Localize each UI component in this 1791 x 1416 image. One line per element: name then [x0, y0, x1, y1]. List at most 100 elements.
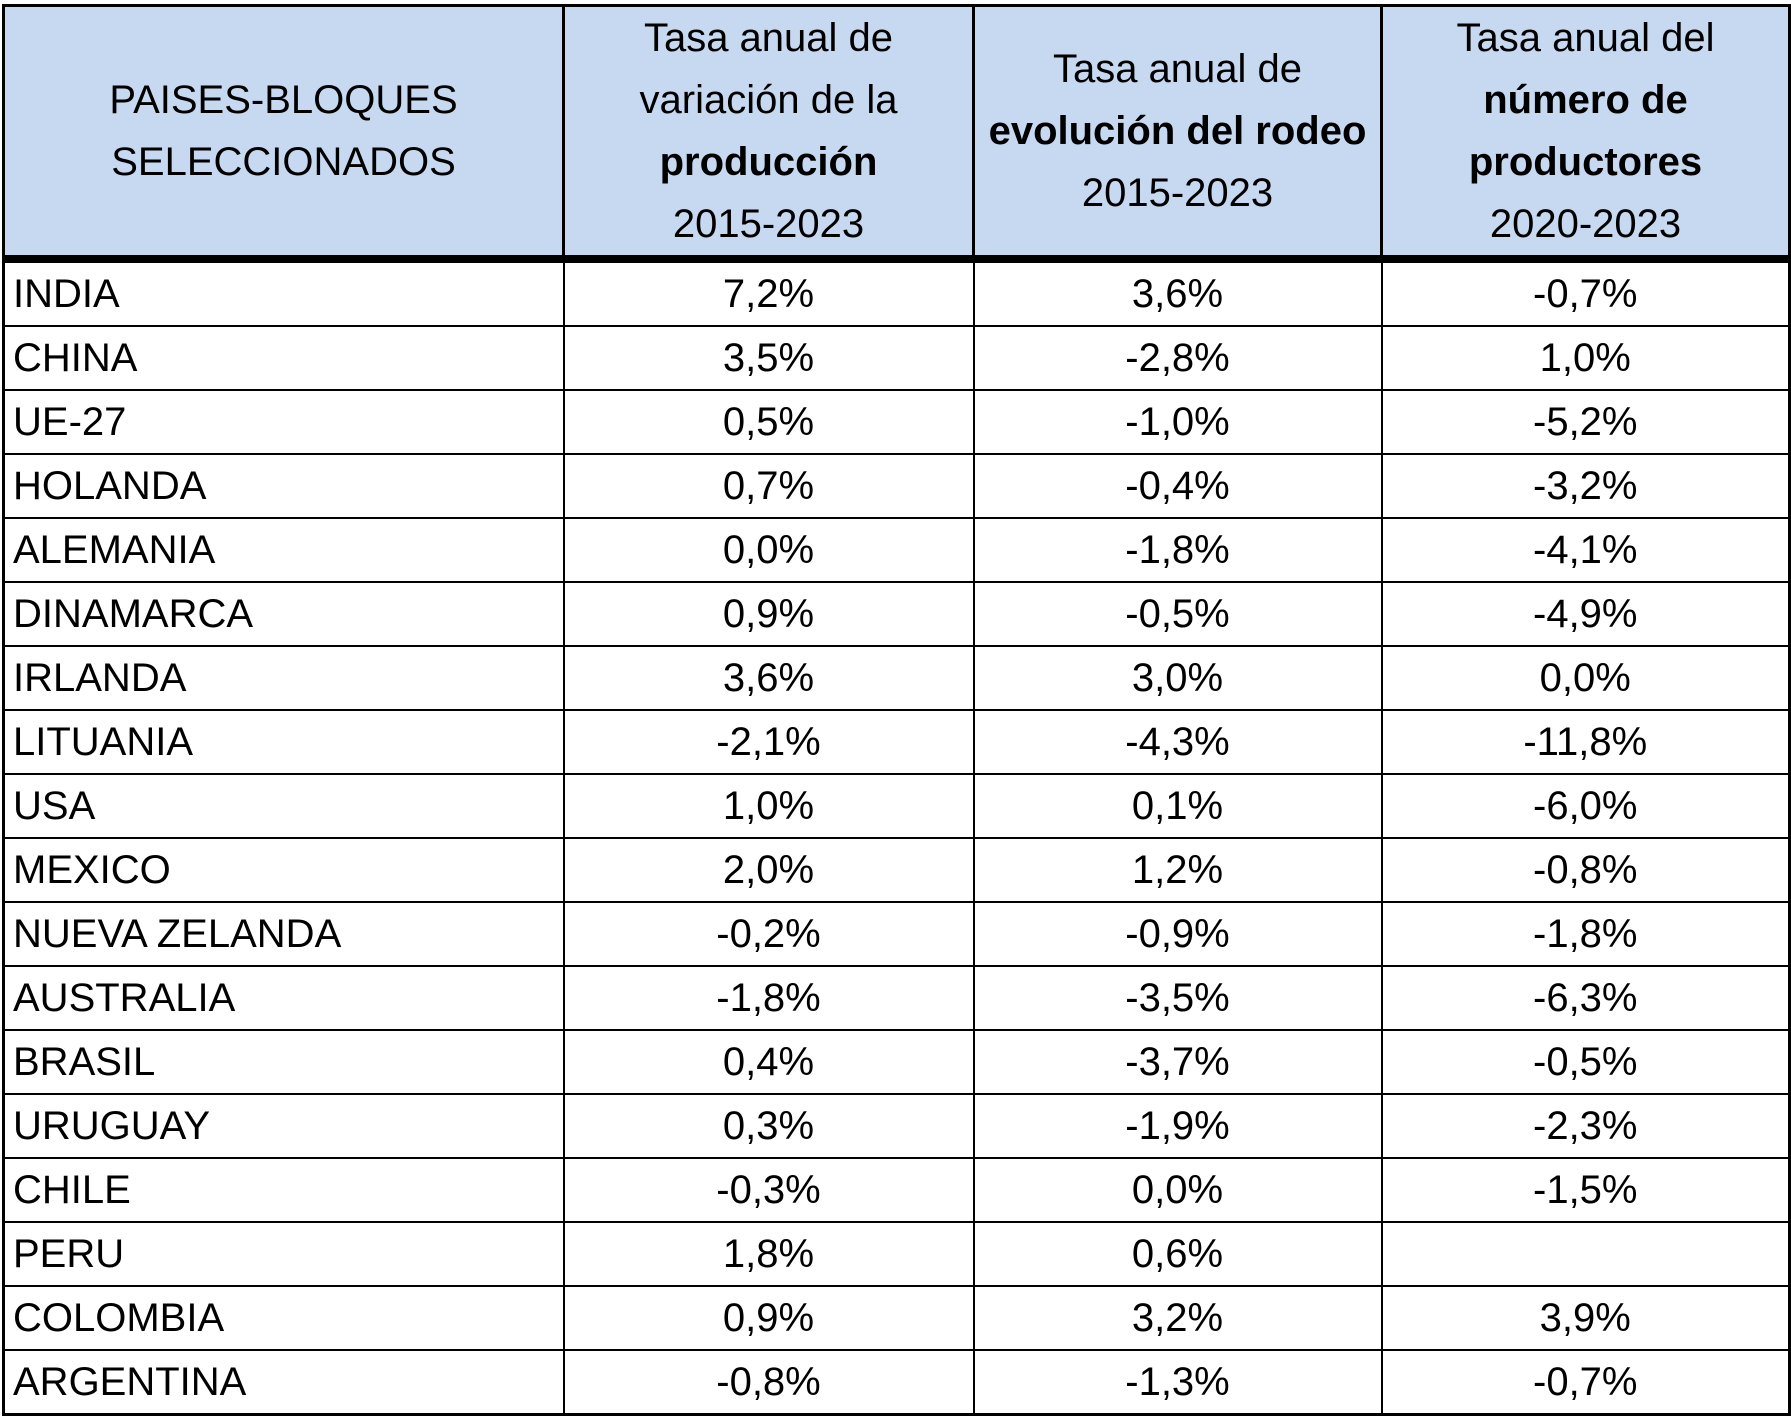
table-row: CHILE -0,3% 0,0% -1,5% [2, 1157, 1791, 1223]
rodeo-cell[interactable]: -3,5% [972, 965, 1383, 1031]
produccion-cell[interactable]: 0,9% [562, 1285, 975, 1351]
header-productores[interactable]: Tasa anual del número de productores 202… [1380, 4, 1791, 263]
country-cell[interactable]: PERU [2, 1221, 565, 1287]
table-row: DINAMARCA 0,9% -0,5% -4,9% [2, 581, 1791, 647]
rodeo-cell[interactable]: -4,3% [972, 709, 1383, 775]
productores-cell[interactable]: 0,0% [1380, 645, 1791, 711]
productores-cell[interactable]: -11,8% [1380, 709, 1791, 775]
produccion-cell[interactable]: 2,0% [562, 837, 975, 903]
table-row: AUSTRALIA -1,8% -3,5% -6,3% [2, 965, 1791, 1031]
table-header: PAISES-BLOQUES SELECCIONADOS Tasa anual … [2, 4, 1791, 263]
header-rodeo-line2: evolución del rodeo [988, 109, 1367, 153]
produccion-cell[interactable]: 0,5% [562, 389, 975, 455]
rodeo-cell[interactable]: 0,1% [972, 773, 1383, 839]
rodeo-cell[interactable]: 3,2% [972, 1285, 1383, 1351]
rodeo-cell[interactable]: -2,8% [972, 325, 1383, 391]
table-row: URUGUAY 0,3% -1,9% -2,3% [2, 1093, 1791, 1159]
productores-cell[interactable]: -4,1% [1380, 517, 1791, 583]
produccion-cell[interactable]: 1,8% [562, 1221, 975, 1287]
rodeo-cell[interactable]: -0,5% [972, 581, 1383, 647]
produccion-cell[interactable]: 7,2% [562, 258, 975, 327]
rodeo-cell[interactable]: -1,3% [972, 1349, 1383, 1416]
produccion-cell[interactable]: -0,3% [562, 1157, 975, 1223]
produccion-cell[interactable]: 0,9% [562, 581, 975, 647]
productores-cell[interactable]: -4,9% [1380, 581, 1791, 647]
country-cell[interactable]: IRLANDA [2, 645, 565, 711]
country-cell[interactable]: NUEVA ZELANDA [2, 901, 565, 967]
country-cell[interactable]: LITUANIA [2, 709, 565, 775]
produccion-cell[interactable]: -1,8% [562, 965, 975, 1031]
header-row: PAISES-BLOQUES SELECCIONADOS Tasa anual … [2, 4, 1791, 263]
table-row: MEXICO 2,0% 1,2% -0,8% [2, 837, 1791, 903]
country-cell[interactable]: COLOMBIA [2, 1285, 565, 1351]
productores-cell[interactable]: -5,2% [1380, 389, 1791, 455]
produccion-cell[interactable]: 0,7% [562, 453, 975, 519]
country-cell[interactable]: CHILE [2, 1157, 565, 1223]
produccion-cell[interactable]: 0,0% [562, 517, 975, 583]
productores-cell[interactable]: -0,8% [1380, 837, 1791, 903]
produccion-cell[interactable]: 0,3% [562, 1093, 975, 1159]
country-cell[interactable]: URUGUAY [2, 1093, 565, 1159]
produccion-cell[interactable]: -0,8% [562, 1349, 975, 1416]
rodeo-cell[interactable]: -1,0% [972, 389, 1383, 455]
productores-cell[interactable]: 3,9% [1380, 1285, 1791, 1351]
productores-cell[interactable]: -6,3% [1380, 965, 1791, 1031]
country-cell[interactable]: ALEMANIA [2, 517, 565, 583]
table-row: ALEMANIA 0,0% -1,8% -4,1% [2, 517, 1791, 583]
header-produccion[interactable]: Tasa anual de variación de la producción… [562, 4, 975, 263]
rodeo-cell[interactable]: -3,7% [972, 1029, 1383, 1095]
table-row: HOLANDA 0,7% -0,4% -3,2% [2, 453, 1791, 519]
produccion-cell[interactable]: -0,2% [562, 901, 975, 967]
productores-cell[interactable]: -0,5% [1380, 1029, 1791, 1095]
rodeo-cell[interactable]: 1,2% [972, 837, 1383, 903]
header-countries-line2: SELECCIONADOS [111, 140, 456, 184]
header-rodeo[interactable]: Tasa anual de evolución del rodeo 2015-2… [972, 4, 1383, 263]
productores-cell[interactable]: -2,3% [1380, 1093, 1791, 1159]
table-row: CHINA 3,5% -2,8% 1,0% [2, 325, 1791, 391]
rodeo-cell[interactable]: 3,6% [972, 258, 1383, 327]
produccion-cell[interactable]: 3,5% [562, 325, 975, 391]
rodeo-cell[interactable]: 0,0% [972, 1157, 1383, 1223]
country-cell[interactable]: USA [2, 773, 565, 839]
country-cell[interactable]: ARGENTINA [2, 1349, 565, 1416]
rodeo-cell[interactable]: -1,8% [972, 517, 1383, 583]
produccion-cell[interactable]: -2,1% [562, 709, 975, 775]
table-row: BRASIL 0,4% -3,7% -0,5% [2, 1029, 1791, 1095]
data-table: PAISES-BLOQUES SELECCIONADOS Tasa anual … [2, 4, 1791, 1416]
productores-cell[interactable]: -6,0% [1380, 773, 1791, 839]
header-rodeo-line3: 2015-2023 [1081, 171, 1274, 215]
header-produccion-line4: 2015-2023 [672, 202, 865, 246]
country-cell[interactable]: AUSTRALIA [2, 965, 565, 1031]
header-countries[interactable]: PAISES-BLOQUES SELECCIONADOS [2, 4, 565, 263]
country-cell[interactable]: HOLANDA [2, 453, 565, 519]
rodeo-cell[interactable]: -1,9% [972, 1093, 1383, 1159]
productores-cell[interactable]: -3,2% [1380, 453, 1791, 519]
header-productores-line3: productores [1468, 140, 1703, 184]
country-cell[interactable]: DINAMARCA [2, 581, 565, 647]
produccion-cell[interactable]: 1,0% [562, 773, 975, 839]
rodeo-cell[interactable]: -0,9% [972, 901, 1383, 967]
country-cell[interactable]: UE-27 [2, 389, 565, 455]
country-cell[interactable]: BRASIL [2, 1029, 565, 1095]
table-body: INDIA 7,2% 3,6% -0,7% CHINA 3,5% -2,8% 1,0% UE-2… [2, 258, 1791, 1416]
table-row: UE-27 0,5% -1,0% -5,2% [2, 389, 1791, 455]
country-cell[interactable]: INDIA [2, 258, 565, 327]
productores-cell[interactable]: -1,8% [1380, 901, 1791, 967]
table-row: PERU 1,8% 0,6% [2, 1221, 1791, 1287]
table-row: COLOMBIA 0,9% 3,2% 3,9% [2, 1285, 1791, 1351]
productores-cell[interactable]: -0,7% [1380, 258, 1791, 327]
rodeo-cell[interactable]: 3,0% [972, 645, 1383, 711]
rodeo-cell[interactable]: 0,6% [972, 1221, 1383, 1287]
productores-cell[interactable] [1380, 1221, 1791, 1287]
header-productores-line4: 2020-2023 [1489, 202, 1682, 246]
productores-cell[interactable]: 1,0% [1380, 325, 1791, 391]
rodeo-cell[interactable]: -0,4% [972, 453, 1383, 519]
country-cell[interactable]: MEXICO [2, 837, 565, 903]
productores-cell[interactable]: -1,5% [1380, 1157, 1791, 1223]
country-cell[interactable]: CHINA [2, 325, 565, 391]
produccion-cell[interactable]: 0,4% [562, 1029, 975, 1095]
produccion-cell[interactable]: 3,6% [562, 645, 975, 711]
productores-cell[interactable]: -0,7% [1380, 1349, 1791, 1416]
table-row: USA 1,0% 0,1% -6,0% [2, 773, 1791, 839]
header-productores-line1: Tasa anual del [1456, 16, 1715, 60]
